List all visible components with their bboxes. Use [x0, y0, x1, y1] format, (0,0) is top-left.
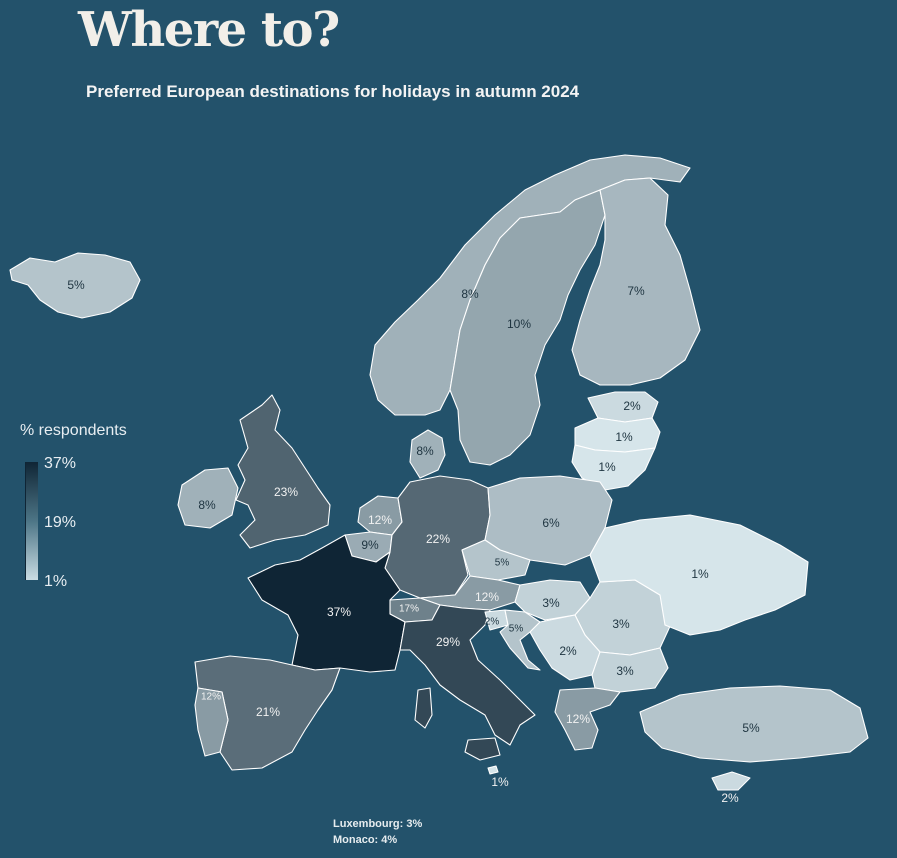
- country-ukraine: [589, 514, 809, 636]
- value-label-belgium: 9%: [361, 538, 379, 552]
- value-label-slovenia: 2%: [485, 617, 500, 628]
- country-ireland: [177, 467, 239, 529]
- value-label-germany: 22%: [426, 532, 450, 546]
- value-label-france: 37%: [327, 605, 351, 619]
- value-label-portugal: 12%: [201, 692, 221, 703]
- value-label-denmark: 8%: [416, 444, 434, 458]
- country-portugal: [194, 687, 229, 757]
- footnote-monaco: Monaco: 4%: [333, 834, 398, 846]
- country-croatia: [499, 609, 541, 671]
- country-cyprus: [711, 771, 751, 791]
- value-label-norway: 8%: [461, 287, 479, 301]
- value-label-ukraine: 1%: [691, 567, 709, 581]
- legend-max-label: 37%: [44, 455, 77, 472]
- value-label-malta: 1%: [491, 775, 509, 789]
- country-france: [247, 534, 406, 673]
- legend-mid-label: 19%: [44, 514, 77, 531]
- value-label-austria: 12%: [475, 590, 499, 604]
- value-label-bulgaria: 3%: [616, 664, 634, 678]
- legend-min-label: 1%: [44, 573, 68, 590]
- value-label-greece: 12%: [566, 712, 590, 726]
- value-label-hungary: 3%: [542, 596, 560, 610]
- country-greece: [554, 687, 621, 751]
- value-label-poland: 6%: [542, 516, 560, 530]
- map-title: Where to?: [78, 2, 340, 58]
- value-label-cyprus: 2%: [721, 791, 739, 805]
- country-italy-sicily: [464, 737, 501, 761]
- country-united-kingdom: [235, 394, 331, 549]
- value-label-iceland: 5%: [67, 278, 85, 292]
- country-iceland: [9, 252, 141, 319]
- footnote-luxembourg: Luxembourg: 3%: [333, 818, 423, 830]
- legend-title: % respondents: [20, 422, 127, 439]
- value-label-united-kingdom: 23%: [274, 485, 298, 499]
- value-label-spain: 21%: [256, 705, 280, 719]
- country-lithuania: [571, 444, 656, 491]
- legend-color-scale: [25, 462, 38, 580]
- country-finland: [571, 177, 701, 386]
- value-label-serbia: 2%: [559, 644, 577, 658]
- value-label-ireland: 8%: [198, 498, 216, 512]
- country-malta: [487, 765, 499, 775]
- value-label-czechia: 5%: [495, 558, 510, 569]
- country-serbia: [529, 614, 601, 681]
- country-italy: [399, 604, 536, 746]
- map-subtitle: Preferred European destinations for holi…: [86, 82, 580, 101]
- value-label-sweden: 10%: [507, 317, 531, 331]
- value-label-netherlands: 12%: [368, 513, 392, 527]
- country-turkey: [639, 685, 869, 763]
- country-germany: [384, 475, 491, 599]
- value-label-finland: 7%: [627, 284, 645, 298]
- country-bulgaria: [591, 647, 669, 693]
- country-denmark: [409, 429, 446, 479]
- value-label-romania: 3%: [612, 617, 630, 631]
- country-italy-sardinia: [414, 687, 433, 729]
- value-label-switzerland: 17%: [399, 604, 419, 615]
- value-label-lithuania: 1%: [598, 460, 616, 474]
- value-label-italy: 29%: [436, 635, 460, 649]
- value-label-latvia: 1%: [615, 430, 633, 444]
- value-label-estonia: 2%: [623, 399, 641, 413]
- value-label-croatia: 5%: [509, 624, 524, 635]
- value-label-turkey: 5%: [742, 721, 760, 735]
